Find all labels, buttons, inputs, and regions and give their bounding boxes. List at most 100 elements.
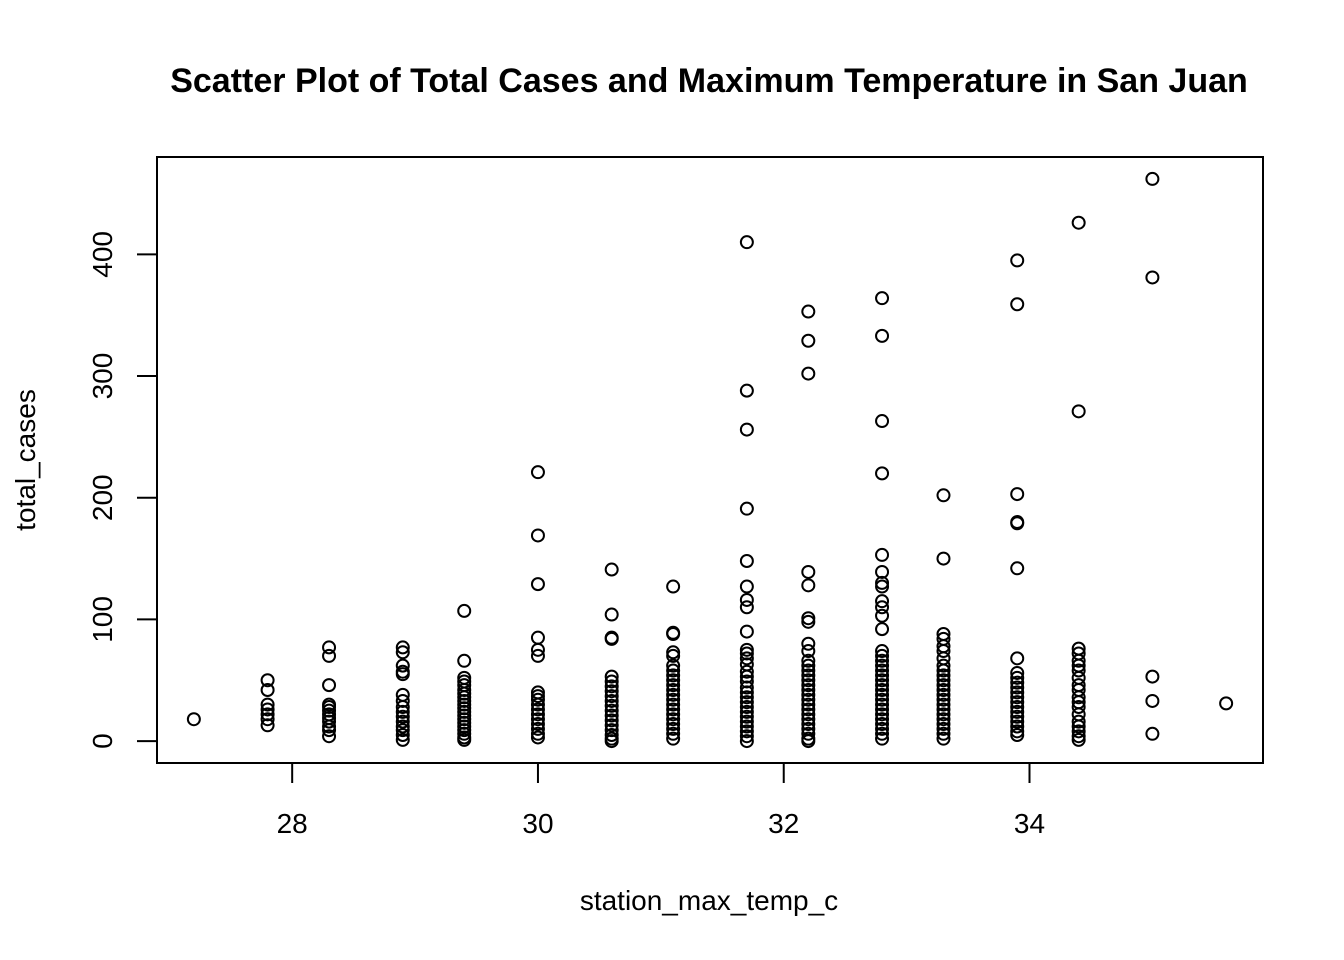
- data-point: [260, 718, 275, 733]
- data-point: [1010, 651, 1025, 666]
- data-point: [801, 366, 816, 381]
- data-point: [801, 702, 816, 717]
- data-point: [801, 707, 816, 722]
- data-point: [322, 648, 337, 663]
- data-point: [936, 644, 951, 659]
- y-axis-label: total_cases: [10, 389, 41, 531]
- data-point: [457, 690, 472, 705]
- data-point: [875, 731, 890, 746]
- data-point: [604, 728, 619, 743]
- data-point: [875, 712, 890, 727]
- data-point: [322, 703, 337, 718]
- data-point: [666, 687, 681, 702]
- data-point: [875, 579, 890, 594]
- data-point: [936, 658, 951, 673]
- data-points: [186, 171, 1234, 749]
- data-point: [801, 682, 816, 697]
- data-point: [875, 702, 890, 717]
- data-point: [739, 709, 754, 724]
- data-point: [666, 658, 681, 673]
- data-point: [604, 718, 619, 733]
- data-point: [1071, 663, 1086, 678]
- data-point: [1010, 487, 1025, 502]
- data-point: [936, 687, 951, 702]
- data-point: [530, 648, 545, 663]
- data-point: [875, 726, 890, 741]
- data-point: [666, 663, 681, 678]
- y-tick-label: 100: [87, 596, 118, 643]
- data-point: [739, 714, 754, 729]
- data-point: [1010, 516, 1025, 531]
- data-point: [739, 579, 754, 594]
- data-point: [875, 622, 890, 637]
- data-point: [530, 697, 545, 712]
- data-point: [457, 715, 472, 730]
- data-point: [1010, 714, 1025, 729]
- data-point: [322, 700, 337, 715]
- data-point: [801, 658, 816, 673]
- data-point: [395, 700, 410, 715]
- data-point: [801, 611, 816, 626]
- data-point: [739, 624, 754, 639]
- data-point: [936, 663, 951, 678]
- x-axis-label: station_max_temp_c: [580, 885, 838, 916]
- data-point: [1010, 709, 1025, 724]
- data-point: [875, 466, 890, 481]
- data-point: [604, 708, 619, 723]
- data-point: [666, 668, 681, 683]
- data-point: [457, 697, 472, 712]
- data-point: [875, 291, 890, 306]
- data-point: [322, 678, 337, 693]
- data-point: [666, 692, 681, 707]
- data-point: [739, 642, 754, 657]
- data-point: [666, 648, 681, 663]
- data-point: [875, 547, 890, 562]
- data-point: [1010, 719, 1025, 734]
- data-point: [739, 719, 754, 734]
- data-point: [936, 712, 951, 727]
- x-tick-label: 32: [768, 808, 799, 839]
- data-point: [739, 734, 754, 749]
- data-point: [739, 700, 754, 715]
- y-tick-label: 400: [87, 231, 118, 278]
- data-point: [457, 701, 472, 716]
- data-point: [801, 717, 816, 732]
- data-point: [739, 646, 754, 661]
- data-point: [604, 703, 619, 718]
- x-tick-label: 28: [277, 808, 308, 839]
- data-point: [260, 673, 275, 688]
- data-point: [604, 679, 619, 694]
- data-point: [1071, 724, 1086, 739]
- data-point: [875, 697, 890, 712]
- data-point: [457, 693, 472, 708]
- data-point: [395, 723, 410, 738]
- data-point: [936, 668, 951, 683]
- data-point: [739, 554, 754, 568]
- data-point: [801, 726, 816, 741]
- data-point: [666, 707, 681, 722]
- data-point: [936, 678, 951, 693]
- data-point: [395, 719, 410, 734]
- data-point: [1071, 719, 1086, 734]
- data-point: [801, 692, 816, 707]
- y-tick-label: 300: [87, 353, 118, 400]
- data-point: [1145, 270, 1160, 285]
- data-point: [801, 578, 816, 593]
- data-point: [1145, 171, 1160, 186]
- y-tick-label: 0: [87, 733, 118, 749]
- data-point: [936, 692, 951, 707]
- data-point: [875, 663, 890, 678]
- data-point: [801, 678, 816, 693]
- data-point: [395, 732, 410, 747]
- data-point: [1010, 680, 1025, 695]
- data-point: [457, 732, 472, 747]
- data-point: [936, 721, 951, 736]
- data-point: [1145, 726, 1160, 741]
- data-point: [801, 734, 816, 749]
- data-point: [1010, 685, 1025, 700]
- data-point: [739, 600, 754, 615]
- data-point: [936, 488, 951, 503]
- data-point: [395, 645, 410, 660]
- data-point: [739, 674, 754, 689]
